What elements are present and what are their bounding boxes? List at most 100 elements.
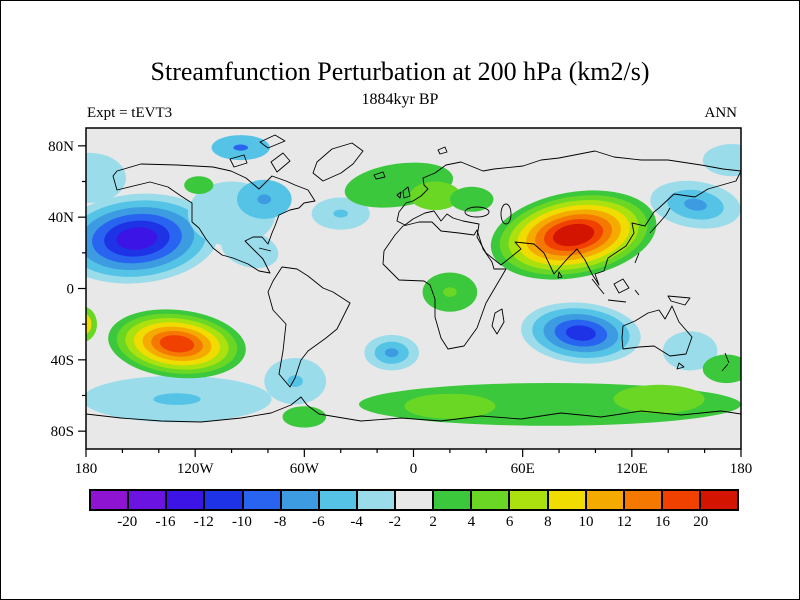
coastline-svalbard — [437, 146, 448, 155]
colorbar-label-10: 10 — [578, 514, 594, 530]
coastline-sulawesi — [634, 289, 640, 296]
contour-fill-south-pacific-positive — [159, 335, 195, 353]
lat-tick-label-80N: 80N — [48, 139, 74, 155]
contour-fill-antarctic-band-core-east — [613, 384, 705, 414]
colorbar-cell-0 — [91, 491, 128, 509]
colorbar-cell-7 — [355, 491, 394, 509]
coastline-black-sea — [464, 206, 490, 218]
contour-fill-black-sea-link-positive — [449, 186, 494, 212]
lat-tick-label-80S: 80S — [51, 424, 74, 440]
colorbar-label-12: 12 — [616, 514, 632, 530]
colorbar-label--10: -10 — [231, 514, 252, 530]
coastline-victoria-island — [229, 154, 248, 168]
colorbar-label-4: 4 — [467, 514, 476, 530]
coastline-japan — [649, 207, 671, 234]
contour-fill-bering-negative — [86, 152, 126, 203]
lat-tick-label-40N: 40N — [48, 210, 74, 226]
coastline-south-america — [267, 266, 351, 388]
lon-tick-label-0: 0 — [410, 461, 418, 477]
contour-fill-south-atlantic-negative — [384, 348, 399, 358]
coastline-borneo — [613, 278, 630, 294]
colorbar-cell-5 — [279, 491, 318, 509]
colorbar-label--12: -12 — [193, 514, 214, 530]
lon-tick-label-60W: 60W — [290, 461, 320, 477]
axis-tick-labels: 180 120W 60W 0 60E 120E 180 80N 40N 0 40S 80S — [48, 139, 752, 477]
coastline-caspian-sea — [500, 203, 512, 225]
coastline-ireland — [396, 191, 402, 199]
coastline-java — [607, 299, 627, 303]
coastline-greenland — [312, 142, 364, 182]
contour-fill-north-atlantic-negative — [333, 209, 349, 218]
contour-fill-indian-ocean-negative — [565, 325, 596, 341]
coastline-antarctica — [86, 396, 741, 423]
coastline-sri-lanka — [557, 271, 563, 279]
coastline-ellesmere-island — [259, 134, 286, 149]
contour-fill-dateline-south-positive — [86, 314, 92, 335]
contour-fill-arctic-canada-negative — [233, 144, 248, 151]
colorbar-label-16: 16 — [655, 514, 671, 530]
lon-tick-label-180: 180 — [75, 461, 98, 477]
lon-tick-label-60E: 60E — [511, 461, 535, 477]
contour-fill-tasman-negative — [662, 331, 718, 371]
contour-fill-antarctic-peninsula-positive — [282, 406, 327, 428]
lat-tick-label-40S: 40S — [51, 353, 74, 369]
contour-fill-southeast-pacific-negative-band — [153, 393, 201, 405]
contour-fill-europe-positive-core — [409, 181, 461, 211]
coastline-madagascar — [491, 308, 505, 335]
axis-ticks — [78, 145, 742, 457]
coastline-tasmania — [676, 362, 685, 370]
lon-tick-label-120E: 120E — [616, 461, 648, 477]
colorbar-label--20: -20 — [117, 514, 138, 530]
contour-fill-hudson-greatlakes-negative — [257, 194, 272, 205]
colorbar-cell-12 — [546, 491, 585, 509]
lon-tick-label-180: 180 — [730, 461, 753, 477]
coastline-new-guinea — [667, 295, 691, 306]
colorbar-cell-16 — [699, 491, 738, 509]
colorbar-label--8: -8 — [273, 514, 287, 530]
coastline-north-america — [112, 163, 316, 274]
colorbar-label-20: 20 — [693, 514, 709, 530]
chart-subtitle: 1884kyr BP — [361, 91, 439, 108]
colorbar-label--2: -2 — [388, 514, 402, 530]
contour-fill-equatorial-africa-positive — [443, 287, 457, 297]
colorbar-cell-3 — [203, 491, 242, 509]
colorbar-cell-2 — [165, 491, 204, 509]
colorbar-label-2: 2 — [429, 514, 437, 530]
colorbar-labels: -20 -16 -12 -10 -8 -6 -4 -2 2 4 6 8 10 12 16 20 — [89, 514, 739, 534]
colorbar-label--6: -6 — [312, 514, 325, 530]
contour-fill-north-pacific-negative — [116, 227, 158, 250]
contour-fill-northwest-canada-positive — [184, 176, 214, 195]
colorbar-cell-4 — [241, 491, 280, 509]
colorbar-label-8: 8 — [544, 514, 552, 530]
coastline-cuba — [258, 247, 272, 252]
contour-fill-antarctic-band-core-west — [404, 393, 496, 419]
coastlines — [86, 134, 741, 423]
colorbar-cell-6 — [317, 491, 356, 509]
chart-title: Streamfunction Perturbation at 200 hPa (… — [150, 57, 650, 86]
colorbar-label--4: -4 — [350, 514, 363, 530]
coastline-iceland — [373, 171, 386, 180]
contour-fill-new-zealand-positive — [702, 354, 741, 384]
colorbar-cell-10 — [470, 491, 509, 509]
colorbar — [89, 489, 739, 511]
colorbar-cell-8 — [394, 491, 433, 509]
colorbar-cell-13 — [584, 491, 623, 509]
contour-fill-chukchi-negative — [702, 144, 741, 177]
lon-tick-label-120W: 120W — [177, 461, 215, 477]
contour-fill-asia-positive — [552, 223, 595, 247]
coastline-sumatra — [591, 278, 605, 295]
contour-fills — [86, 135, 741, 428]
contour-fill-northwest-pacific-negative — [684, 198, 707, 211]
colorbar-cell-1 — [127, 491, 166, 509]
colorbar-cell-14 — [622, 491, 661, 509]
coastline-philippines — [634, 252, 640, 264]
experiment-label: Expt = tEVT3 — [87, 105, 173, 121]
colorbar-cell-15 — [660, 491, 699, 509]
colorbar-cell-11 — [508, 491, 547, 509]
colorbar-cell-9 — [432, 491, 471, 509]
colorbar-label-6: 6 — [505, 514, 514, 530]
colorbar-label--16: -16 — [155, 514, 176, 530]
coastline-new-zealand — [721, 352, 730, 372]
